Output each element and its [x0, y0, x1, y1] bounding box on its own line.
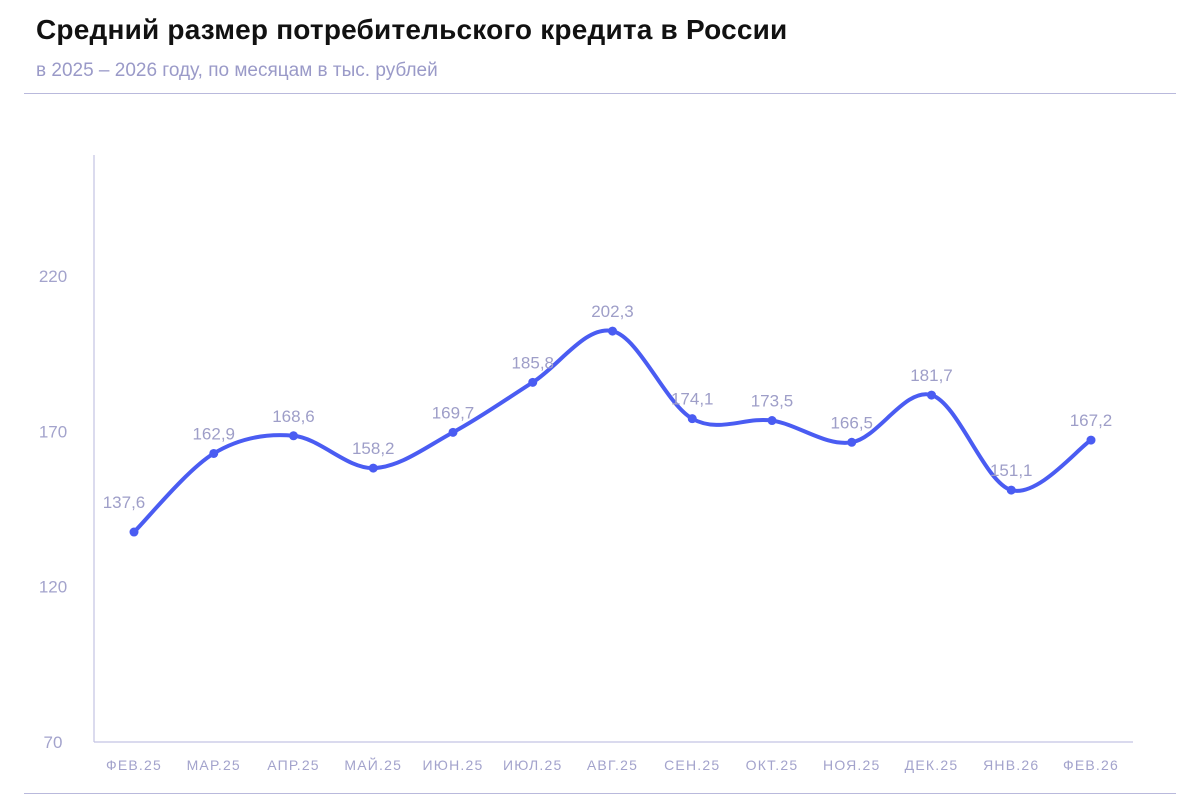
- y-tick-label: 70: [44, 733, 63, 752]
- x-tick-label: АВГ.25: [587, 757, 638, 773]
- x-tick-label: АПР.25: [267, 757, 320, 773]
- data-labels: 137,6 162,9 168,6 158,2 169,7 185,8 202,3 174,1…: [103, 302, 1113, 512]
- data-label: 162,9: [192, 424, 235, 443]
- y-axis: 70 120 170 220: [39, 155, 95, 752]
- data-label: 137,6: [103, 493, 146, 512]
- data-point: [129, 527, 139, 537]
- x-tick-label: МАЙ.25: [344, 756, 402, 773]
- data-label: 169,7: [432, 403, 475, 422]
- data-label: 185,8: [511, 353, 554, 372]
- data-point: [1006, 485, 1016, 495]
- series-line: [132, 328, 1093, 535]
- x-tick-label: ЯНВ.26: [983, 757, 1039, 773]
- data-label: 158,2: [352, 439, 395, 458]
- x-tick-label: ФЕВ.26: [1063, 757, 1119, 773]
- data-point: [528, 377, 538, 387]
- data-point: [1086, 435, 1096, 445]
- data-point: [608, 326, 617, 336]
- x-tick-label: ФЕВ.25: [106, 757, 162, 773]
- data-points: [129, 326, 1096, 537]
- data-label: 167,2: [1070, 411, 1113, 430]
- data-point: [767, 416, 777, 426]
- bottom-divider: [24, 793, 1176, 794]
- x-tick-label: НОЯ.25: [823, 757, 880, 773]
- data-label: 174,1: [671, 390, 714, 409]
- series: [132, 328, 1093, 535]
- x-tick-label: ИЮН.25: [423, 757, 484, 773]
- data-label: 173,5: [751, 392, 794, 411]
- data-point: [209, 448, 219, 458]
- y-tick-label: 220: [39, 267, 67, 286]
- chart-title: Средний размер потребительского кредита …: [36, 14, 788, 45]
- y-tick-label: 170: [39, 422, 67, 441]
- data-point: [927, 390, 936, 400]
- data-label: 181,7: [910, 366, 953, 385]
- x-axis: ФЕВ.25 МАР.25 АПР.25 МАЙ.25 ИЮН.25 ИЮЛ.25 АВГ.…: [94, 741, 1133, 773]
- y-tick-label: 120: [39, 578, 67, 597]
- chart-subtitle: в 2025 – 2026 году, по месяцам в тыс. ру…: [36, 60, 438, 81]
- data-label: 168,6: [272, 407, 315, 426]
- x-tick-label: ИЮЛ.25: [503, 757, 562, 773]
- data-label: 202,3: [591, 302, 634, 321]
- data-label: 151,1: [990, 461, 1033, 480]
- x-tick-label: ОКТ.25: [746, 757, 799, 773]
- data-point: [448, 427, 458, 437]
- x-tick-label: МАР.25: [187, 757, 241, 773]
- data-point: [289, 431, 298, 441]
- x-tick-label: СЕН.25: [664, 757, 720, 773]
- data-label: 166,5: [830, 413, 873, 432]
- data-point: [847, 437, 857, 447]
- data-point: [368, 463, 378, 473]
- x-tick-label: ДЕК.25: [905, 757, 959, 773]
- top-divider: [24, 93, 1176, 94]
- data-point: [687, 414, 697, 424]
